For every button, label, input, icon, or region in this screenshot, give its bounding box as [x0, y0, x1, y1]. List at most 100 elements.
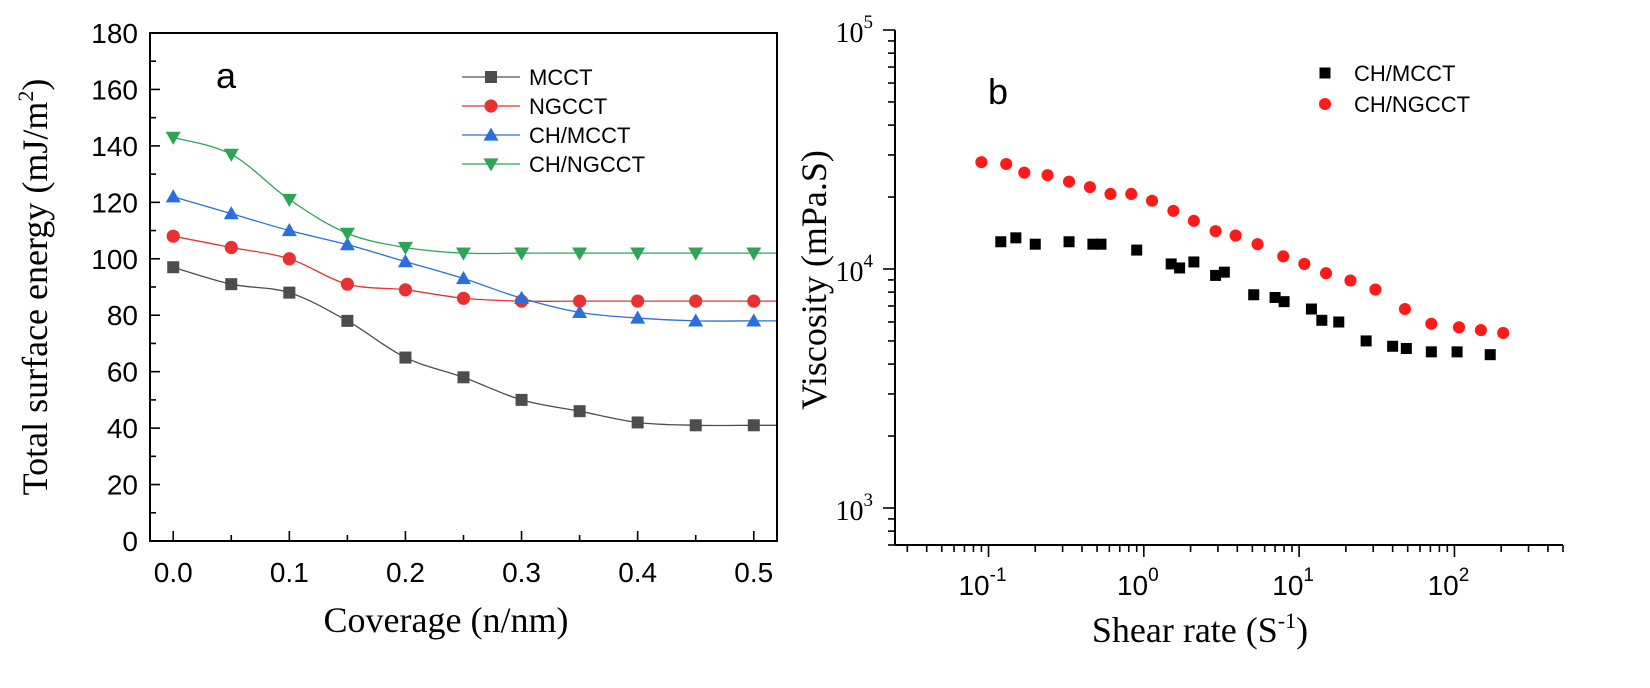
data-point-ch-ngcct [572, 247, 588, 261]
panel-a-y-tick-label: 180 [91, 18, 138, 49]
panel-a-y-axis-title-close: ) [15, 79, 55, 91]
legend-label-ch-ngcct: CH/NGCCT [529, 152, 645, 177]
data-point-ch-ngcct [1062, 175, 1076, 188]
panel-a-series-lines [173, 136, 777, 427]
panel-b-y-tick-label: 104 [836, 251, 874, 288]
data-point-ch-mcct [746, 313, 762, 327]
legend-marker-ch-mcct [1319, 67, 1331, 79]
panel-b-y-tick-base: 10 [836, 496, 864, 527]
panel-a-x-axis-title: Coverage (n/nm) [324, 600, 569, 640]
panel-b-x-tick-label: 100 [1117, 565, 1159, 601]
data-point-ch-ngcct [1319, 267, 1333, 280]
panel-a-y-axis-title: Total surface energy (mJ/m2) [13, 79, 55, 496]
data-point-ch-ngcct [397, 241, 413, 255]
data-point-ch-ngcct [1187, 214, 1200, 227]
panel-b-y-tick-label: 103 [836, 490, 874, 527]
data-point-ch-ngcct [1167, 204, 1180, 217]
panel-b-x-tick-exp: 2 [1459, 565, 1470, 586]
panel-b-x-tick-exp: 0 [1148, 565, 1159, 586]
data-point-ch-ngcct [456, 247, 471, 261]
data-point-ngcct [166, 229, 180, 243]
legend-marker-ch-ngcct [483, 158, 499, 172]
panel-a-plot-frame [149, 32, 778, 542]
data-point-ch-mcct [1425, 346, 1437, 358]
panel-b-x-tick-label: 10-1 [958, 565, 1006, 601]
data-point-ngcct [689, 294, 703, 308]
legend-label-ch-ngcct: CH/NGCCT [1354, 92, 1470, 117]
panel-a-y-tick-label: 0 [122, 526, 138, 557]
panel-b-x-tick-base: 10 [1117, 570, 1148, 601]
data-point-ch-ngcct [1209, 225, 1222, 238]
panel-a-y-tick-label: 140 [91, 131, 138, 162]
data-point-ch-mcct [1010, 232, 1022, 244]
panel-a-y-tick-label: 100 [91, 244, 138, 275]
legend-label-ch-mcct: CH/MCCT [1354, 61, 1455, 86]
panel-a-x-tick-label: 0.3 [502, 557, 541, 588]
panel-b-x-axis-title-close: ) [1296, 610, 1308, 650]
legend-label-mcct: MCCT [529, 65, 593, 90]
legend-label-ch-mcct: CH/MCCT [529, 123, 630, 148]
data-point-ch-ngcct [1452, 321, 1466, 334]
panel-a-y-tick-label: 40 [107, 413, 138, 444]
data-point-ch-mcct [1095, 238, 1107, 250]
data-point-ch-ngcct [1277, 250, 1290, 263]
panel-a-series-markers [165, 131, 762, 432]
data-point-ch-mcct [630, 310, 646, 324]
panel-b-y-tick-exp: 5 [864, 12, 874, 33]
panel-b-y-tick-exp: 3 [864, 490, 874, 511]
panel-b-x-tick-base: 10 [1272, 570, 1303, 601]
data-point-ch-ngcct [1229, 229, 1242, 242]
data-point-ch-ngcct [630, 247, 646, 261]
data-point-ngcct [631, 294, 645, 308]
panel-a-x-tick-label: 0.2 [386, 557, 425, 588]
data-point-ch-mcct [1333, 316, 1345, 328]
panel-b-axis-ticks [883, 29, 1564, 557]
data-point-ch-mcct [1360, 335, 1372, 347]
data-point-ch-ngcct [1125, 187, 1138, 201]
data-point-ch-mcct [1188, 256, 1200, 268]
data-point-mcct [167, 261, 180, 274]
data-point-ngcct [224, 240, 238, 255]
data-point-ch-mcct [281, 223, 297, 237]
panel-a-y-tick-label: 160 [91, 74, 138, 105]
data-point-ch-mcct [572, 304, 588, 319]
data-point-ch-mcct [1451, 346, 1463, 358]
data-point-ch-mcct [1248, 289, 1260, 301]
panel-b-y-axis-title: Viscosity (mPa.S) [794, 150, 834, 410]
data-point-mcct [515, 393, 528, 406]
data-point-ch-ngcct [1298, 257, 1311, 270]
data-point-ch-mcct [1165, 258, 1177, 270]
panel-a-tick-labels: 0.0 0.1 0.2 0.3 0.4 0.5 0 20 40 60 80 100 120 140 160 1… [91, 18, 773, 588]
data-point-ch-ngcct [1104, 187, 1117, 201]
data-point-ch-ngcct [1344, 274, 1357, 287]
data-point-ch-ngcct [1083, 181, 1097, 194]
data-point-ch-ngcct [1146, 194, 1159, 207]
chart-panel-a: 0.0 0.1 0.2 0.3 0.4 0.5 0 20 40 60 80 100 120 140 160 1… [13, 18, 778, 640]
panel-b-x-tick-exp: 1 [1303, 565, 1314, 586]
panel-a-y-axis-title-sup: 2 [13, 91, 38, 102]
data-point-ch-ngcct [1041, 169, 1054, 182]
panel-b-x-axis-title-sup: -1 [1278, 608, 1296, 633]
data-point-mcct [457, 371, 470, 384]
data-point-ch-ngcct [165, 131, 181, 145]
panel-b-y-tick-base: 10 [836, 18, 864, 49]
data-point-ch-ngcct [339, 227, 355, 241]
data-point-mcct [283, 286, 296, 299]
data-point-ngcct [282, 252, 296, 266]
legend-label-ngcct: NGCCT [529, 94, 607, 119]
data-point-ch-ngcct [688, 247, 704, 261]
data-point-ch-mcct [1400, 342, 1412, 354]
data-point-ch-mcct [514, 290, 530, 304]
panel-a-x-tick-label: 0.5 [734, 557, 773, 588]
data-point-ch-mcct [397, 254, 413, 268]
panel-a-x-tick-label: 0.0 [154, 557, 193, 588]
data-point-ch-ngcct [1474, 324, 1487, 337]
panel-b-label: b [988, 71, 1008, 112]
data-point-ch-mcct [1210, 269, 1222, 281]
panel-a-label: a [216, 55, 237, 96]
data-point-ch-mcct [1305, 303, 1317, 315]
panel-a-x-tick-label: 0.1 [270, 557, 309, 588]
data-point-ch-mcct [1131, 244, 1143, 256]
data-point-ch-mcct [1387, 340, 1399, 352]
